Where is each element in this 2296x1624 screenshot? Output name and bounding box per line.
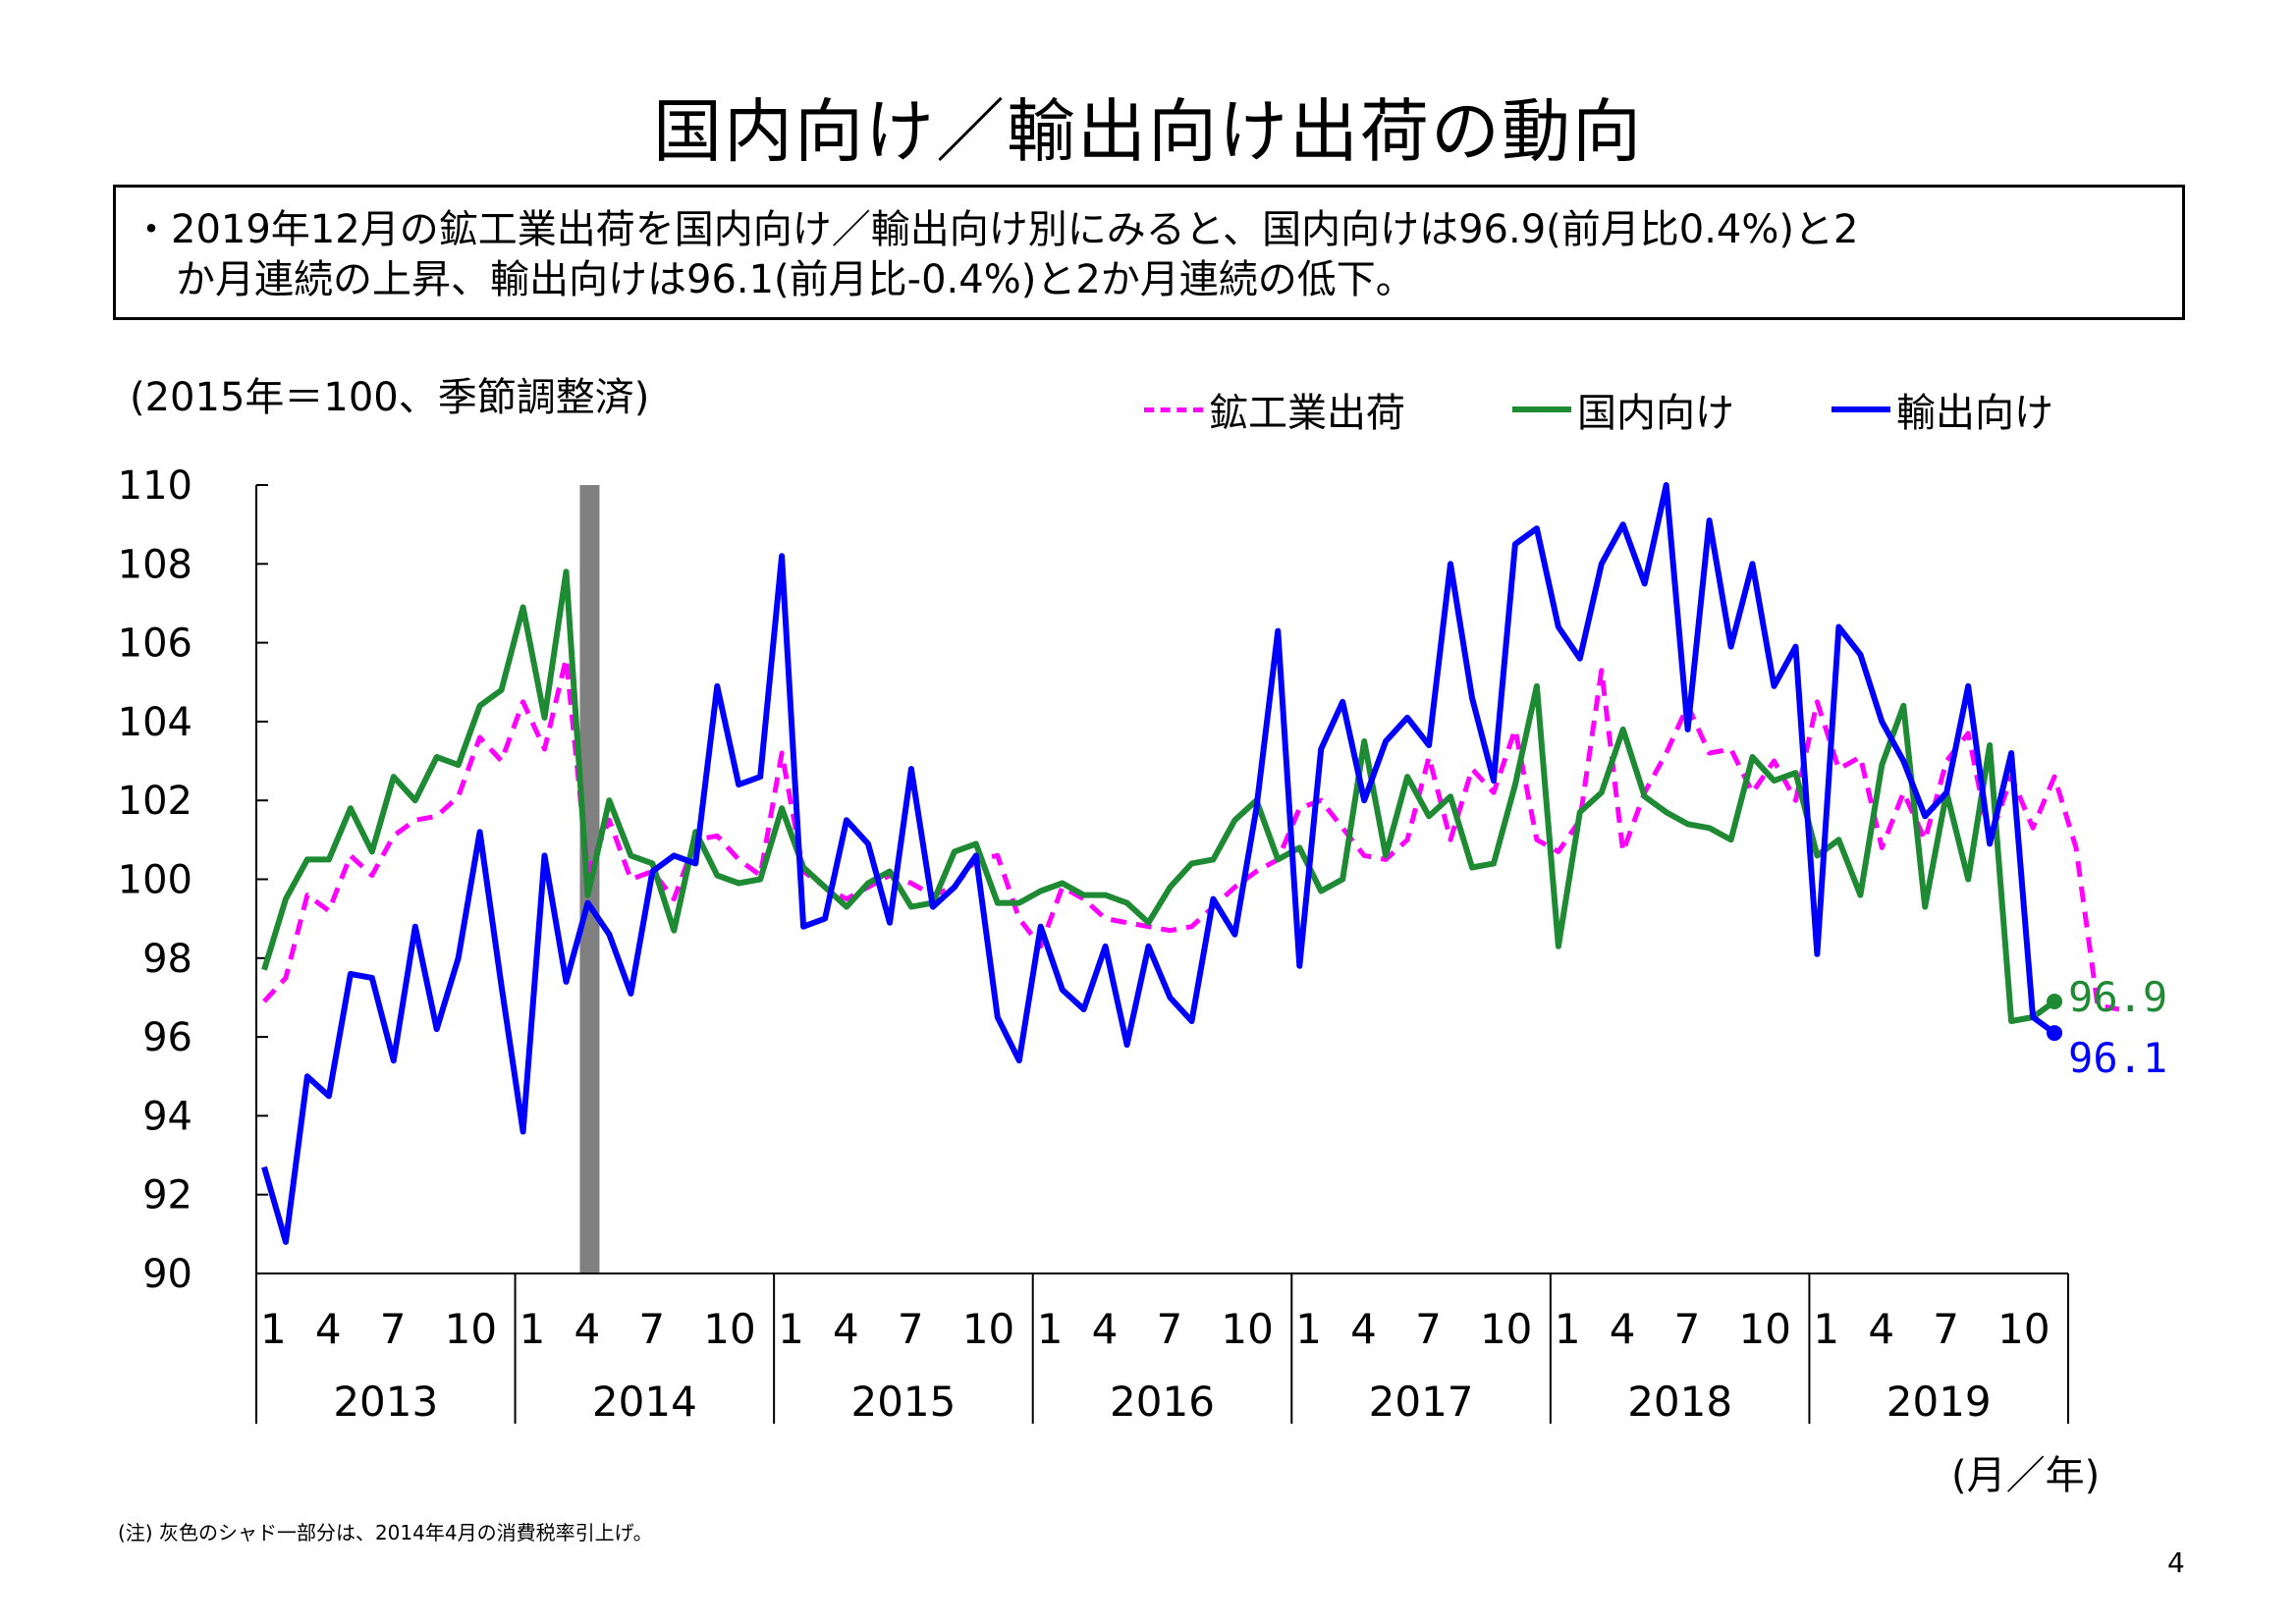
legend-item-export: 輸出向け	[1831, 381, 2053, 438]
y-tick-label: 98	[142, 937, 192, 982]
month-tick-label: 1	[260, 1305, 287, 1353]
month-tick-label: 4	[1868, 1305, 1894, 1353]
month-tick-label: 1	[1813, 1305, 1839, 1353]
month-tick-label: 4	[574, 1305, 600, 1353]
legend-label-shipments: 鉱工業出荷	[1209, 391, 1405, 436]
y-tick-label: 102	[118, 779, 192, 824]
page-title: 国内向け／輸出向け出荷の動向	[653, 91, 1643, 172]
y-tick-label: 96	[142, 1015, 192, 1060]
month-tick-label: 7	[638, 1305, 665, 1353]
legend-swatch-export	[1831, 406, 1890, 412]
y-tick-label: 90	[142, 1252, 192, 1297]
month-tick-label: 7	[898, 1305, 924, 1353]
month-tick-label: 4	[1350, 1305, 1377, 1353]
month-tick-label: 10	[1739, 1305, 1791, 1353]
y-tick-label: 92	[142, 1173, 192, 1218]
footnote: (注) 灰色のシャド一部分は、2014年4月の消費税率引上げ。	[118, 1521, 653, 1544]
year-label: 2018	[1627, 1378, 1732, 1426]
month-tick-label: 7	[1933, 1305, 1959, 1353]
end-value-label: 96.9	[2068, 973, 2167, 1021]
month-tick-label: 7	[1157, 1305, 1183, 1353]
y-tick-label: 104	[118, 700, 192, 745]
page-number: 4	[2167, 1546, 2185, 1579]
y-tick-label: 110	[118, 463, 192, 509]
legend-item-shipments: 鉱工業出荷	[1144, 381, 1405, 438]
month-tick-label: 1	[778, 1305, 804, 1353]
summary-line-1: ・2019年12月の鉱工業出荷を国内向け／輸出向け別にみると、国内向けは96.9…	[132, 207, 1859, 252]
month-tick-label: 4	[1610, 1305, 1636, 1353]
summary-box: ・2019年12月の鉱工業出荷を国内向け／輸出向け別にみると、国内向けは96.9…	[113, 185, 2185, 320]
month-tick-label: 10	[1480, 1305, 1532, 1353]
legend-swatch-shipments	[1144, 406, 1203, 412]
month-tick-label: 10	[1221, 1305, 1273, 1353]
month-tick-label: 7	[1674, 1305, 1701, 1353]
year-label: 2013	[333, 1378, 438, 1426]
end-marker-1	[2047, 1025, 2063, 1042]
year-label: 2016	[1110, 1378, 1215, 1426]
summary-line-2: か月連続の上昇、輸出向けは96.1(前月比-0.4%)と2か月連続の低下。	[176, 257, 1415, 302]
year-label: 2017	[1369, 1378, 1474, 1426]
y-tick-label: 94	[142, 1094, 192, 1139]
month-tick-label: 1	[519, 1305, 546, 1353]
month-tick-label: 4	[1092, 1305, 1119, 1353]
unit-label: (2015年＝100、季節調整済)	[130, 375, 650, 420]
month-tick-label: 4	[833, 1305, 859, 1353]
month-tick-label: 7	[1415, 1305, 1442, 1353]
x-unit-label: (月／年)	[1951, 1453, 2101, 1498]
month-tick-label: 7	[380, 1305, 407, 1353]
legend-item-domestic: 国内向け	[1512, 381, 1734, 438]
legend-label-domestic: 国内向け	[1577, 391, 1734, 436]
legend-label-export: 輸出向け	[1896, 391, 2053, 436]
month-tick-label: 1	[1295, 1305, 1322, 1353]
month-tick-label: 10	[962, 1305, 1014, 1353]
y-tick-label: 106	[118, 622, 192, 667]
year-label: 2019	[1886, 1378, 1992, 1426]
end-value-label: 96.1	[2068, 1034, 2167, 1082]
series-line-1	[261, 568, 2056, 1024]
y-tick-label: 108	[118, 542, 192, 587]
month-tick-label: 1	[1555, 1305, 1581, 1353]
series-line-0	[262, 656, 2120, 1012]
month-tick-label: 10	[1997, 1305, 2050, 1353]
year-label: 2014	[592, 1378, 697, 1426]
month-tick-label: 10	[703, 1305, 755, 1353]
y-tick-label: 100	[118, 858, 192, 903]
month-tick-label: 1	[1037, 1305, 1064, 1353]
year-label: 2015	[850, 1378, 956, 1426]
end-marker-0	[2047, 993, 2063, 1009]
legend-swatch-domestic	[1512, 406, 1571, 412]
series-line-2	[261, 482, 2056, 1245]
month-tick-label: 10	[445, 1305, 497, 1353]
month-tick-label: 4	[315, 1305, 342, 1353]
